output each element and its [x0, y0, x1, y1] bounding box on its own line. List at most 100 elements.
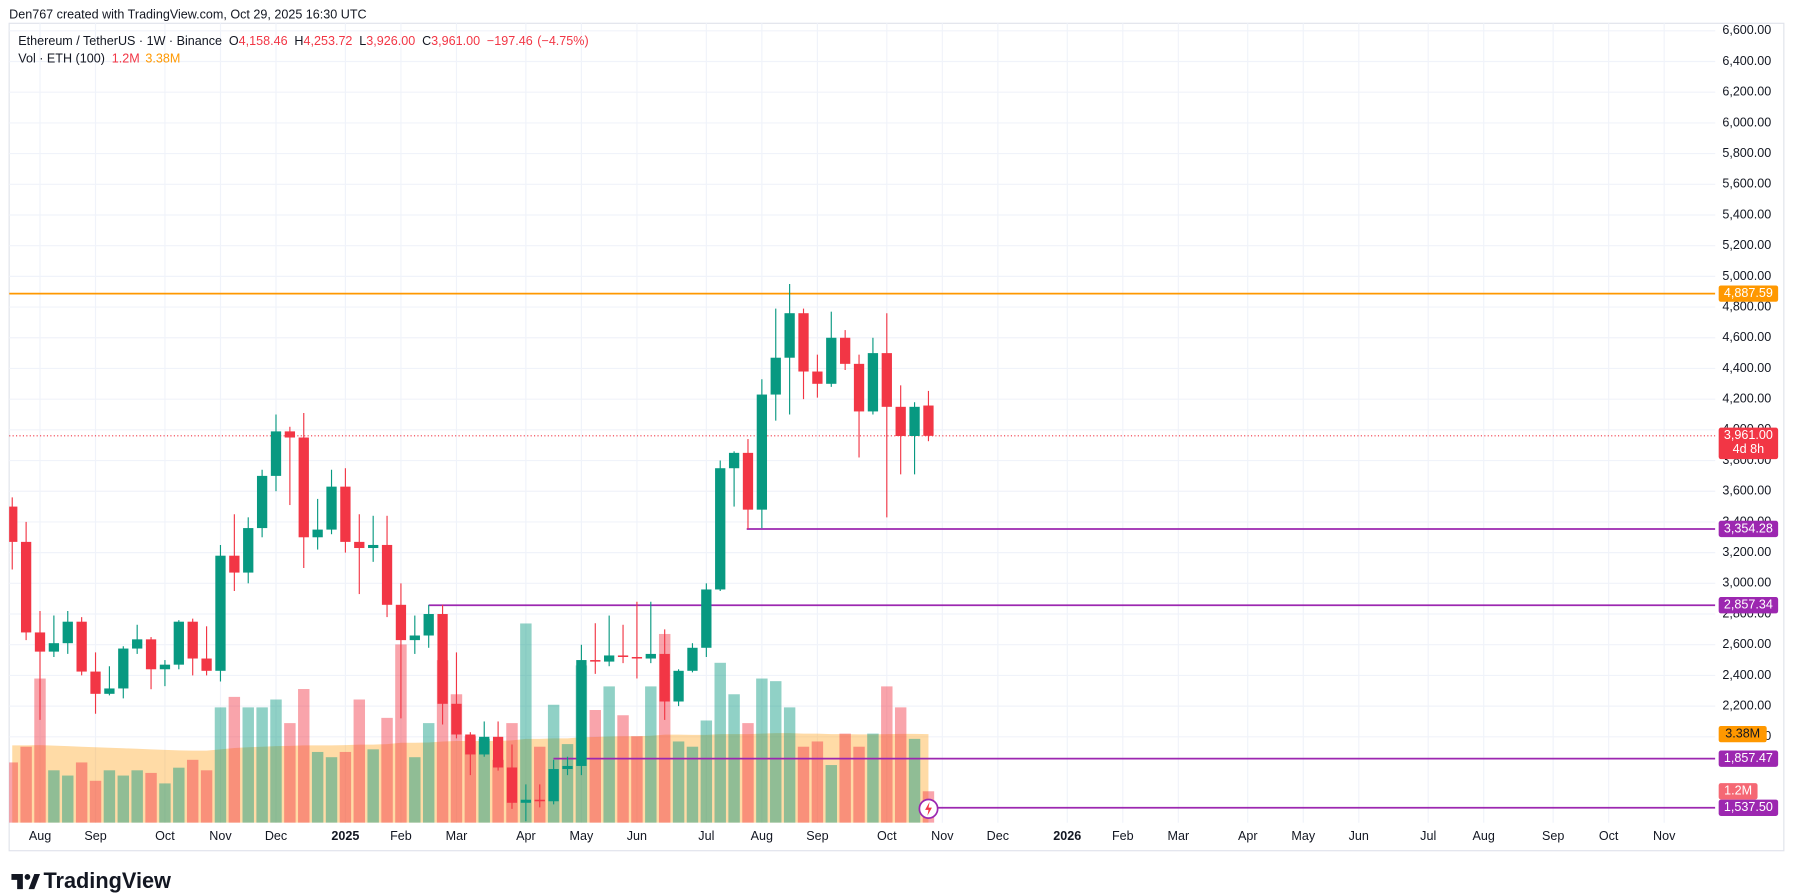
- volume-bar: [256, 707, 268, 823]
- candle-body: [201, 658, 212, 671]
- candle-body: [215, 555, 226, 671]
- x-tick-label: Nov: [1653, 829, 1676, 843]
- y-tick-label: 4,200.00: [1722, 391, 1771, 405]
- volume-bar: [825, 765, 837, 823]
- candle-body: [312, 529, 323, 538]
- candle-body: [492, 736, 504, 768]
- x-tick-label: Nov: [209, 829, 232, 843]
- x-tick-label: May: [1291, 829, 1315, 843]
- x-tick-label: Feb: [1112, 829, 1134, 843]
- candle-body: [409, 635, 420, 641]
- candle-body: [617, 655, 629, 657]
- level-label: 2,857.34: [1724, 598, 1773, 612]
- volume-bar: [450, 694, 463, 823]
- candle-body: [826, 337, 837, 384]
- candle-body: [659, 653, 670, 702]
- x-tick-label: 2025: [331, 829, 359, 843]
- y-tick-label: 6,200.00: [1722, 84, 1771, 98]
- x-tick-label: Dec: [265, 829, 288, 843]
- candle-body: [423, 614, 434, 636]
- y-tick-label: 2,400.00: [1722, 668, 1771, 682]
- x-tick-label: Mar: [1168, 829, 1190, 843]
- candle-body: [520, 799, 532, 803]
- x-tick-label: Oct: [877, 829, 897, 843]
- volume-bar: [700, 720, 713, 823]
- volume-bar: [658, 633, 671, 823]
- candle-body: [229, 555, 240, 573]
- candle-body: [270, 431, 282, 476]
- candle-body: [770, 357, 781, 395]
- candle-body: [673, 670, 684, 702]
- ohlc-prefix: L: [359, 34, 366, 48]
- level-label: 1,537.50: [1724, 800, 1773, 814]
- y-tick-label: 5,400.00: [1722, 207, 1771, 221]
- y-tick-label: 2,600.00: [1722, 637, 1771, 651]
- volume-bar: [173, 767, 185, 823]
- volume-bar: [797, 746, 810, 823]
- level-label-box: [1718, 285, 1779, 302]
- candle-body: [728, 452, 740, 469]
- candle-body: [104, 688, 115, 694]
- candle-body: [354, 541, 365, 549]
- x-tick-label: Sep: [84, 829, 106, 843]
- volume-value: 1.2M: [112, 52, 140, 66]
- volume-bar: [117, 775, 130, 823]
- volume-bar: [9, 762, 18, 823]
- volume-bar: [617, 715, 629, 823]
- volume-bar: [436, 660, 449, 823]
- y-tick-label: 2,200.00: [1722, 698, 1771, 712]
- candle-body: [145, 639, 157, 670]
- candle-body: [20, 541, 32, 633]
- level-label: 4,887.59: [1724, 286, 1773, 300]
- volume-bar: [756, 678, 768, 823]
- y-tick-label: 5,000.00: [1722, 269, 1771, 283]
- volume-bar: [589, 709, 601, 823]
- candle-body: [298, 437, 309, 538]
- candle-body: [534, 799, 545, 802]
- volume-bar: [20, 746, 32, 823]
- volume-label: 1.2M: [1724, 784, 1752, 798]
- volume-ma-value: 3.38M: [145, 52, 180, 66]
- volume-ma-area: [12, 733, 929, 823]
- candle-body: [340, 486, 351, 542]
- candle-body: [784, 313, 795, 358]
- brand: TradingView: [43, 868, 171, 893]
- volume-bar: [409, 757, 421, 823]
- y-tick-label: 3,000.00: [1722, 576, 1771, 590]
- candle-body: [173, 621, 184, 665]
- volume-bar: [325, 757, 338, 823]
- candle-body: [812, 371, 823, 384]
- change: −197.46: [487, 34, 533, 48]
- y-tick-label: 3,200.00: [1722, 545, 1771, 559]
- legend-ohlc: Ethereum / TetherUS · 1W · Binance O4,158…: [18, 34, 588, 48]
- volume-bar: [62, 775, 74, 823]
- candle-body: [62, 621, 73, 644]
- candle-body: [548, 769, 559, 802]
- candle-body: [479, 736, 490, 755]
- volume-bar: [478, 738, 490, 823]
- logo: TradingView: [11, 868, 172, 893]
- icon-bolt: [925, 801, 932, 816]
- volume-bar: [159, 783, 171, 823]
- y-tick-label: 6,400.00: [1722, 54, 1771, 68]
- y-tick-label: 4,400.00: [1722, 361, 1771, 375]
- y-tick-label: 5,600.00: [1722, 177, 1771, 191]
- volume-bar: [270, 699, 282, 823]
- layers: Aug Sep Oct Nov Dec 2025 Feb Mar Apr May Jun Jul Aug…: [9, 23, 1779, 843]
- volume-bar: [422, 723, 435, 823]
- volume-bar: [631, 736, 643, 823]
- x-tick-label: Jul: [1420, 829, 1436, 843]
- volume-bar: [686, 746, 699, 823]
- volume-bar: [353, 699, 366, 823]
- y-tick-label: 6,600.00: [1722, 23, 1771, 37]
- volume-bar: [811, 741, 824, 823]
- level-label-box: [1718, 750, 1779, 767]
- y-tick-label: 4,800.00: [1722, 299, 1771, 313]
- candle-body: [562, 765, 573, 770]
- candle-body: [909, 406, 920, 436]
- level-label: 3,354.28: [1724, 521, 1773, 535]
- volume-bar: [714, 662, 726, 823]
- candle-body: [590, 660, 601, 662]
- candle-body: [243, 528, 254, 573]
